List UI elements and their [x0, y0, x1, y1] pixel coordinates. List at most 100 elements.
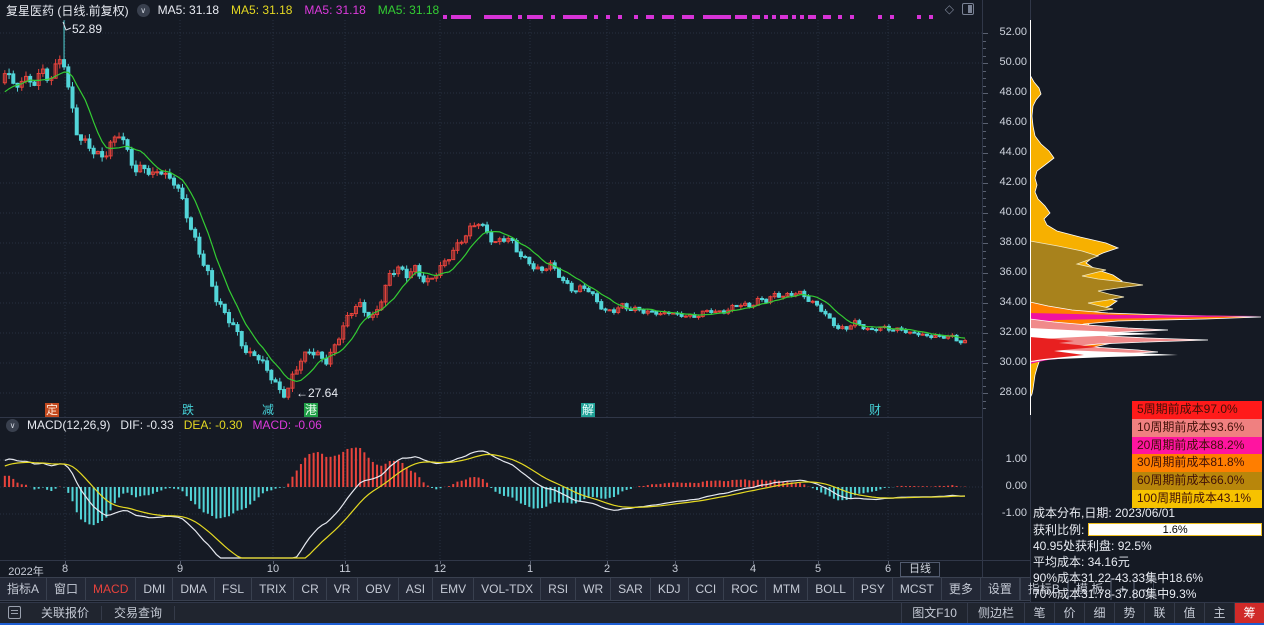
quote-tab[interactable]: 联 — [1144, 603, 1174, 623]
event-marker-dot[interactable] — [527, 15, 531, 19]
toolbar-item-wr[interactable]: WR — [576, 578, 612, 600]
toolbar-item-boll[interactable]: BOLL — [808, 578, 854, 600]
event-marker-dot[interactable] — [459, 15, 463, 19]
statusbar-item[interactable]: 交易查询 — [102, 606, 176, 620]
event-marker-dot[interactable] — [650, 15, 654, 19]
event-marker-dot[interactable] — [800, 15, 804, 19]
period-selector[interactable]: 日线 — [900, 562, 940, 577]
toolbar-item-rsi[interactable]: RSI — [541, 578, 577, 600]
quote-tab[interactable]: 值 — [1174, 603, 1204, 623]
toolbar-item-cci[interactable]: CCI — [689, 578, 725, 600]
diamond-marker-icon[interactable]: ◇ — [944, 2, 954, 16]
quote-tab[interactable]: 笔 — [1024, 603, 1054, 623]
toolbar-item-obv[interactable]: OBV — [358, 578, 399, 600]
toolbar-item-vol-tdx[interactable]: VOL-TDX — [474, 578, 542, 600]
event-marker-dot[interactable] — [531, 15, 535, 19]
candlestick-chart[interactable] — [0, 20, 982, 417]
chevron-down-icon[interactable]: ∨ — [6, 418, 19, 432]
event-marker-dot[interactable] — [780, 15, 784, 19]
time-axis[interactable]: 日线 2022年 8 9 10 11 12 1 2 3 4 5 6 — [0, 560, 1030, 578]
event-marker-dot[interactable] — [850, 15, 854, 19]
toolbar-item-cr[interactable]: CR — [294, 578, 327, 600]
event-marker-dot[interactable] — [823, 15, 827, 19]
quote-tab[interactable]: 筹 — [1234, 603, 1264, 623]
event-marker-dot[interactable] — [488, 15, 492, 19]
quote-tab[interactable]: 势 — [1114, 603, 1144, 623]
event-marker-dot[interactable] — [443, 15, 447, 19]
event-marker-dot[interactable] — [518, 15, 522, 19]
event-marker-dot[interactable] — [646, 15, 650, 19]
event-marker-dot[interactable] — [504, 15, 508, 19]
event-marker-dot[interactable] — [451, 15, 455, 19]
toolbar-item-sar[interactable]: SAR — [611, 578, 651, 600]
event-marker-dot[interactable] — [508, 15, 512, 19]
toolbar-item-trix[interactable]: TRIX — [252, 578, 295, 600]
event-marker-dot[interactable] — [690, 15, 694, 19]
quote-tab[interactable]: 细 — [1084, 603, 1114, 623]
chevron-down-icon[interactable]: ∨ — [136, 3, 150, 17]
event-marker-dot[interactable] — [756, 15, 760, 19]
toolbar-item-更多[interactable]: 更多 — [942, 578, 981, 600]
event-marker-dot[interactable] — [743, 15, 747, 19]
event-marker-dot[interactable] — [812, 15, 816, 19]
event-marker-dot[interactable] — [682, 15, 686, 19]
event-marker-dot[interactable] — [594, 15, 598, 19]
event-marker-dot[interactable] — [484, 15, 488, 19]
statusbar-button[interactable]: 侧边栏 — [966, 603, 1024, 623]
event-marker-dot[interactable] — [723, 15, 727, 19]
toolbar-item-dmi[interactable]: DMI — [136, 578, 174, 600]
event-marker-dot[interactable] — [703, 15, 707, 19]
event-marker-dot[interactable] — [455, 15, 459, 19]
event-marker-dot[interactable] — [784, 15, 788, 19]
event-marker-dot[interactable] — [492, 15, 496, 19]
event-marker-dot[interactable] — [662, 15, 666, 19]
event-marker-dot[interactable] — [764, 15, 768, 19]
event-marker-dot[interactable] — [535, 15, 539, 19]
event-marker-dot[interactable] — [606, 15, 610, 19]
event-marker-dot[interactable] — [772, 15, 776, 19]
toolbar-item-macd[interactable]: MACD — [86, 578, 137, 600]
event-marker-dot[interactable] — [735, 15, 739, 19]
event-marker-dot[interactable] — [583, 15, 587, 19]
toolbar-item-mcst[interactable]: MCST — [893, 578, 942, 600]
event-marker-dot[interactable] — [686, 15, 690, 19]
event-marker-dot[interactable] — [579, 15, 583, 19]
macd-chart[interactable] — [0, 432, 982, 560]
price-axis[interactable]: 52.00 50.00 48.00 46.00 44.00 42.00 40.00 38.00… — [982, 20, 1030, 417]
toolbar-item-模 板[interactable]: 模 板 — [1067, 578, 1112, 600]
statusbar-button[interactable]: 图文F10 — [901, 603, 967, 623]
event-marker-dot[interactable] — [634, 15, 638, 19]
toolbar-item-asi[interactable]: ASI — [399, 578, 434, 600]
event-marker-dot[interactable] — [739, 15, 743, 19]
toolbar-item-roc[interactable]: ROC — [724, 578, 766, 600]
event-marker-dot[interactable] — [792, 15, 796, 19]
event-marker-dot[interactable] — [929, 15, 933, 19]
toolbar-item-指标a[interactable]: 指标A — [0, 578, 48, 600]
event-marker-dot[interactable] — [917, 15, 921, 19]
toolbar-item-vr[interactable]: VR — [327, 578, 359, 600]
side-panel-toggle-icon[interactable] — [962, 3, 974, 15]
quote-tab[interactable]: 价 — [1054, 603, 1084, 623]
event-marker-dot[interactable] — [666, 15, 670, 19]
toolbar-item-dma[interactable]: DMA — [173, 578, 216, 600]
event-marker-dot[interactable] — [563, 15, 567, 19]
toolbar-item-fsl[interactable]: FSL — [215, 578, 253, 600]
volume-profile-chart[interactable] — [1030, 20, 1264, 415]
event-marker-dot[interactable] — [715, 15, 719, 19]
event-marker-dot[interactable] — [575, 15, 579, 19]
toolbar-item-kdj[interactable]: KDJ — [651, 578, 689, 600]
toolbar-item-emv[interactable]: EMV — [433, 578, 475, 600]
event-marker-dot[interactable] — [551, 15, 555, 19]
event-marker-dot[interactable] — [727, 15, 731, 19]
event-marker-dot[interactable] — [618, 15, 622, 19]
toolbar-item-窗口[interactable]: 窗口 — [47, 578, 87, 600]
event-marker-dot[interactable] — [463, 15, 467, 19]
event-marker-dot[interactable] — [539, 15, 543, 19]
event-marker-dot[interactable] — [467, 15, 471, 19]
event-marker-dot[interactable] — [827, 15, 831, 19]
event-marker-dot[interactable] — [878, 15, 882, 19]
event-marker-dot[interactable] — [711, 15, 715, 19]
event-marker-dot[interactable] — [670, 15, 674, 19]
toolbar-item-设置[interactable]: 设置 — [981, 578, 1020, 600]
window-toggle-icon[interactable] — [8, 606, 21, 619]
